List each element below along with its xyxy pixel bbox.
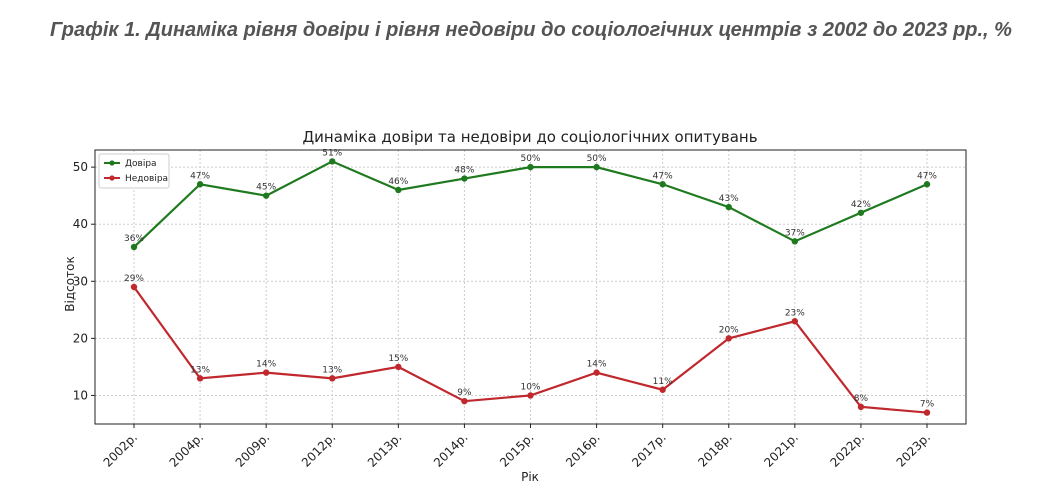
data-point [395,363,402,371]
x-axis: 2002р. 2004р. 2009р. 2012р. 2013р. 2014р. 2015… [101,424,934,470]
data-label: 48% [454,166,474,176]
data-point [923,409,931,416]
data-label: 36% [124,234,144,244]
data-point [262,369,270,376]
series-layer: 36% 47% 45% 51% 46% 48% 50% 50% 47% 43% 37% 42% 47% 2… [124,148,937,416]
y-axis-label: Відсоток [63,256,77,311]
figure-caption: Графік 1. Динаміка рівня довіри і рівня … [50,19,1012,41]
data-point [329,158,336,165]
data-label: 11% [653,377,673,387]
x-axis-label: Рік [521,470,539,484]
data-point [130,283,138,291]
data-point [857,209,865,216]
legend: Довіра Недовіра [98,153,170,189]
x-tick-label: 2004р. [167,430,207,470]
data-point [527,392,534,399]
y-axis: 10 20 30 40 50 [73,160,95,402]
data-label: 15% [388,354,408,364]
data-label: 47% [653,171,673,181]
x-tick-label: 2016р. [563,430,603,470]
x-tick-label: 2022р. [827,430,867,470]
data-point [659,386,666,393]
data-label: 9% [457,388,472,398]
x-tick-label: 2018р. [695,430,735,470]
data-label: 51% [322,148,342,158]
data-point [461,397,468,405]
series-distrust: 29% 13% 14% 13% 15% 9% 10% 14% 11% 20% 23% 8% 7% [124,274,935,416]
data-point [130,243,138,251]
data-label: 13% [190,365,210,375]
data-label: 14% [587,360,607,370]
data-point [923,181,931,188]
y-tick-label: 50 [73,160,88,174]
data-point [791,318,799,325]
legend-label: Довіра [125,159,157,169]
data-label: 46% [388,177,408,187]
data-label: 50% [587,154,607,164]
y-tick-label: 30 [73,274,88,288]
legend-marker [109,175,115,181]
data-point [262,192,270,199]
x-tick-label: 2017р. [629,430,669,470]
y-tick-label: 40 [73,217,88,231]
x-tick-label: 2002р. [101,430,141,470]
x-tick-label: 2021р. [761,430,801,470]
data-label: 13% [322,365,342,375]
y-tick-label: 10 [73,388,88,402]
data-point [395,186,402,194]
data-point [593,163,600,171]
data-point [791,238,799,245]
data-point [659,181,666,188]
x-tick-label: 2013р. [365,430,405,470]
data-point [527,163,534,171]
data-label: 20% [719,325,739,335]
data-label: 10% [520,382,540,392]
data-label: 23% [785,308,805,318]
chart-title: Динаміка довіри та недовіри до соціологі… [302,128,757,146]
data-label: 7% [920,400,935,410]
data-label: 42% [851,200,871,210]
x-tick-label: 2012р. [299,430,339,470]
data-point [857,403,865,411]
data-label: 43% [719,194,739,204]
x-tick-label: 2014р. [431,430,471,470]
series-trust: 36% 47% 45% 51% 46% 48% 50% 50% 47% 43% 37% 42% 47% [124,148,937,251]
data-label: 29% [124,274,144,284]
data-label: 14% [256,360,276,370]
x-tick-label: 2023р. [894,430,934,470]
data-point [725,203,732,211]
data-point [461,175,468,182]
data-point [725,335,732,342]
data-point [196,375,204,382]
x-tick-label: 2009р. [233,430,273,470]
grid-lines [95,150,966,424]
data-point [196,181,204,188]
data-label: 45% [256,183,276,193]
x-tick-label: 2015р. [497,430,537,470]
data-label: 50% [520,154,540,164]
legend-marker [109,160,115,166]
y-tick-label: 20 [73,331,88,345]
data-label: 8% [854,394,869,404]
data-label: 47% [917,171,937,181]
data-label: 37% [785,228,805,238]
data-point [593,369,600,376]
data-point [329,375,336,382]
data-label: 47% [190,171,210,181]
legend-label: Недовіра [125,174,168,184]
